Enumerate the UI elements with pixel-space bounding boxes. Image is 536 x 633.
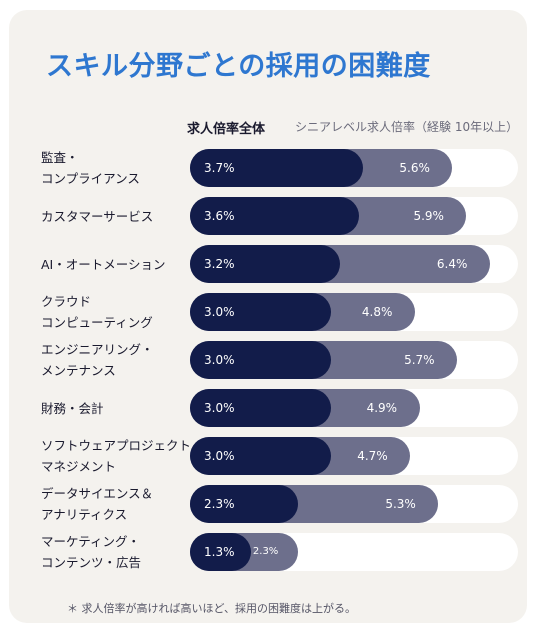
category-label: AI・オートメーション xyxy=(41,256,166,272)
value-label-senior: 5.3% xyxy=(385,497,416,511)
bar-overall xyxy=(190,197,359,235)
value-label-overall: 3.0% xyxy=(204,353,235,367)
category-label: マーケティング・ コンテンツ・広告 xyxy=(41,534,142,570)
bar-overall xyxy=(190,437,331,475)
value-label-overall: 3.6% xyxy=(204,209,235,223)
value-label-overall: 3.0% xyxy=(204,401,235,415)
bar-overall xyxy=(190,149,364,187)
category-label: カスタマーサービス xyxy=(41,208,154,224)
value-label-senior: 5.6% xyxy=(399,161,430,175)
value-label-overall: 3.0% xyxy=(204,305,235,319)
category-label: エンジニアリング・ メンテナンス xyxy=(41,342,154,378)
value-label-senior: 4.7% xyxy=(357,449,388,463)
bar-overall xyxy=(190,245,340,283)
category-label: 監査・ コンプライアンス xyxy=(41,150,140,186)
value-label-senior: 6.4% xyxy=(436,257,468,271)
value-label-senior: 5.9% xyxy=(413,209,444,223)
category-label: ソフトウェアプロジェクト マネジメント xyxy=(41,438,192,474)
chart-card: スキル分野ごとの採用の困難度 求人倍率全体 シニアレベル求人倍率（経験 10年以… xyxy=(9,10,527,623)
chart-footnote: ＊ 求人倍率が高ければ高いほど、採用の困難度は上がる。 xyxy=(67,602,356,615)
bar-overall xyxy=(190,533,251,571)
bar-overall xyxy=(190,389,331,427)
bar-overall xyxy=(190,485,298,523)
bar-overall xyxy=(190,341,331,379)
value-label-overall: 3.2% xyxy=(204,257,235,271)
category-label: データサイエンス＆ アナリティクス xyxy=(41,486,154,522)
value-label-overall: 2.3% xyxy=(204,497,235,511)
legend-overall: 求人倍率全体 xyxy=(187,122,266,137)
value-label-overall: 1.3% xyxy=(204,545,235,559)
value-label-senior: 4.9% xyxy=(366,401,398,415)
value-label-senior: 4.8% xyxy=(361,305,393,319)
chart-title: スキル分野ごとの採用の困難度 xyxy=(46,51,431,82)
value-label-overall: 3.0% xyxy=(204,449,235,463)
value-label-senior: 5.7% xyxy=(404,353,435,367)
category-label: 財務・会計 xyxy=(41,400,104,416)
category-label: クラウド コンピューティング xyxy=(41,294,153,330)
bar-overall xyxy=(190,293,331,331)
value-label-senior: 2.3% xyxy=(252,546,279,557)
value-label-overall: 3.7% xyxy=(204,161,235,175)
legend-senior: シニアレベル求人倍率（経験 10年以上） xyxy=(295,120,519,134)
